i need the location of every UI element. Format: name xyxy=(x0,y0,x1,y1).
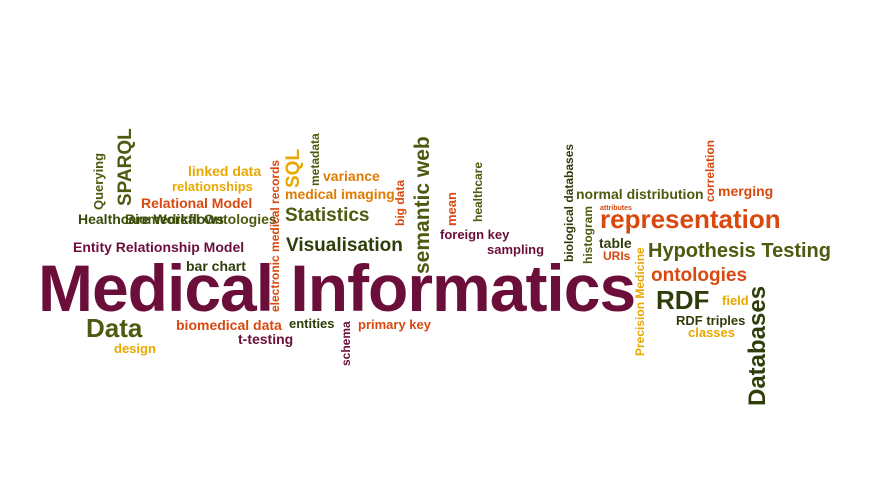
word-entities: entities xyxy=(289,316,335,331)
word-bar-chart: bar chart xyxy=(186,258,246,274)
word-correlation: correlation xyxy=(703,139,717,202)
word-sql: SQL xyxy=(283,148,304,188)
word-rdf-triples: RDF triples xyxy=(676,313,746,328)
word-sparql: SPARQL xyxy=(115,128,136,206)
word-design: design xyxy=(114,341,156,356)
word-foreign-key: foreign key xyxy=(440,227,510,242)
word-healthcare-workflows: Healthcare Workflows xyxy=(78,211,225,227)
word-big-data: big data xyxy=(393,179,407,226)
word-relationships: relationships xyxy=(172,179,253,194)
word-attributes: attributes xyxy=(600,205,632,212)
word-biomedical-data: biomedical data xyxy=(176,317,282,333)
word-sampling: sampling xyxy=(487,242,545,257)
word-electronic-medical-records: electronic medical records xyxy=(268,159,282,312)
word-normal-distribution: normal distribution xyxy=(576,186,704,202)
word-medical-imaging: medical imaging xyxy=(285,186,395,202)
word-rdf: RDF xyxy=(656,285,710,315)
word-t-testing: t-testing xyxy=(238,331,294,347)
word-databases: Databases xyxy=(744,285,771,406)
word-biological-databases: biological databases xyxy=(562,143,576,262)
word-medical-informatics: Medical Informatics xyxy=(38,251,636,325)
word-semantic-web: semantic web xyxy=(411,136,434,274)
word-primary-key: primary key xyxy=(358,317,431,332)
word-entity-relationship-model: Entity Relationship Model xyxy=(73,239,245,255)
word-variance: variance xyxy=(323,168,380,184)
word-statistics: Statistics xyxy=(285,205,370,226)
word-representation: representation xyxy=(600,204,781,234)
word-field: field xyxy=(722,293,749,308)
word-data: Data xyxy=(86,313,143,343)
word-linked-data: linked data xyxy=(188,163,262,179)
word-classes: classes xyxy=(688,325,735,340)
word-mean: mean xyxy=(444,192,459,226)
word-relational-model: Relational Model xyxy=(141,195,253,211)
word-querying: Querying xyxy=(91,152,106,210)
word-biomedical-ontologies: Biomedical Ontologies xyxy=(125,211,277,227)
word-histogram: histogram xyxy=(581,205,595,264)
word-schema: schema xyxy=(339,321,353,366)
word-metadata: metadata xyxy=(308,133,322,186)
word-merging: merging xyxy=(718,183,774,199)
word-visualisation: Visualisation xyxy=(286,235,403,256)
word-table: table xyxy=(599,235,632,251)
word-healthcare: healthcare xyxy=(471,161,485,222)
word-precision-medicine: Precision Medicine xyxy=(633,247,647,356)
word-ontologies: ontologies xyxy=(651,265,748,286)
word-hypothesis-testing: Hypothesis Testing xyxy=(648,240,831,262)
word-uris: URIs xyxy=(603,249,631,263)
